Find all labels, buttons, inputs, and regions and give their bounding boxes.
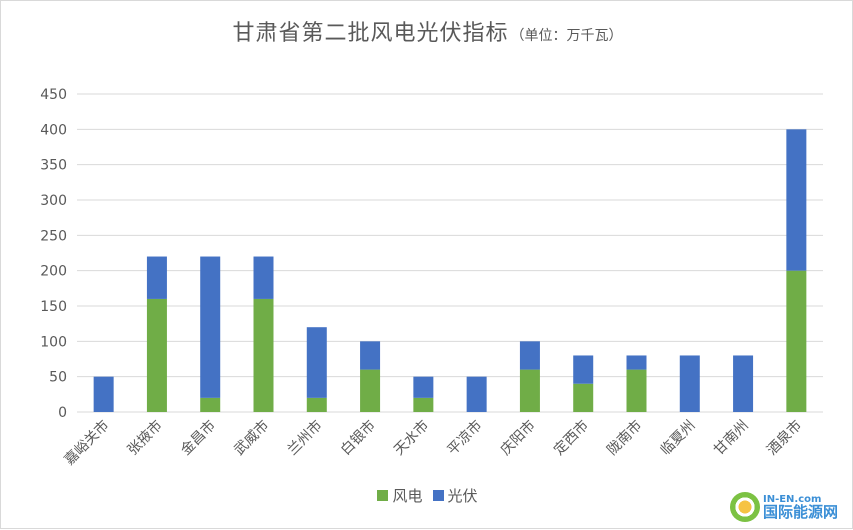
y-tick-label-150: 150 bbox=[40, 299, 67, 315]
watermark-logo: IN-EN.com 国际能源网 bbox=[729, 492, 838, 522]
y-tick-label-50: 50 bbox=[49, 370, 67, 386]
bar-wind-5 bbox=[360, 369, 381, 412]
bar-wind-13 bbox=[786, 270, 807, 412]
legend: 风电 光伏 bbox=[1, 485, 853, 506]
bar-wind-8 bbox=[519, 369, 540, 412]
x-tick-label-8: 庆阳市 bbox=[497, 417, 539, 459]
y-tick-label-450: 450 bbox=[40, 87, 67, 103]
logo-text: IN-EN.com 国际能源网 bbox=[762, 493, 838, 521]
bar-solar-8 bbox=[519, 341, 540, 370]
bar-solar-3 bbox=[253, 256, 274, 299]
x-tick-label-6: 天水市 bbox=[390, 417, 432, 459]
x-tick-label-1: 张掖市 bbox=[124, 417, 166, 459]
bar-solar-13 bbox=[786, 129, 807, 271]
bar-solar-11 bbox=[679, 355, 700, 412]
x-tick-label-3: 武威市 bbox=[231, 417, 273, 459]
x-tick-label-0: 嘉峪关市 bbox=[61, 417, 113, 469]
bar-solar-2 bbox=[200, 256, 221, 398]
bar-solar-6 bbox=[413, 376, 434, 398]
x-tick-label-13: 酒泉市 bbox=[763, 417, 805, 459]
logo-text-en: IN-EN.com bbox=[762, 493, 822, 505]
x-tick-label-7: 平凉市 bbox=[444, 417, 486, 459]
y-tick-label-300: 300 bbox=[40, 193, 67, 209]
bar-wind-2 bbox=[200, 397, 221, 412]
bar-wind-10 bbox=[626, 369, 647, 412]
logo-text-cn: 国际能源网 bbox=[762, 502, 838, 521]
sun-logo-icon bbox=[729, 492, 760, 522]
x-tick-label-2: 金昌市 bbox=[177, 417, 219, 459]
legend-item-wind: 风电 bbox=[377, 485, 423, 506]
legend-swatch-wind bbox=[377, 490, 389, 501]
x-tick-label-12: 甘南州 bbox=[711, 418, 752, 459]
bar-solar-0 bbox=[93, 376, 114, 412]
x-tick-label-10: 陇南市 bbox=[604, 417, 646, 459]
bar-wind-3 bbox=[253, 298, 274, 412]
bar-solar-5 bbox=[360, 341, 381, 370]
y-tick-label-100: 100 bbox=[40, 334, 67, 350]
legend-label-wind: 风电 bbox=[392, 487, 423, 505]
y-tick-label-200: 200 bbox=[40, 264, 67, 280]
bar-wind-4 bbox=[306, 397, 327, 412]
chart-subtitle: （单位：万千瓦） bbox=[510, 28, 623, 44]
y-tick-label-250: 250 bbox=[40, 228, 67, 244]
x-tick-label-9: 定西市 bbox=[550, 417, 592, 459]
y-tick-label-350: 350 bbox=[40, 158, 67, 174]
bar-wind-1 bbox=[146, 298, 167, 412]
chart-title-block: 甘肃省第二批风电光伏指标 （单位：万千瓦） bbox=[1, 15, 853, 47]
bar-wind-9 bbox=[573, 383, 594, 412]
x-tick-label-5: 白银市 bbox=[337, 417, 379, 459]
y-tick-label-0: 0 bbox=[58, 405, 67, 421]
legend-item-solar: 光伏 bbox=[432, 485, 478, 506]
x-tick-label-11: 临夏州 bbox=[658, 418, 699, 459]
bar-solar-1 bbox=[146, 256, 167, 299]
chart-title: 甘肃省第二批风电光伏指标 bbox=[232, 21, 509, 46]
bar-solar-4 bbox=[306, 327, 327, 398]
y-tick-label-400: 400 bbox=[40, 122, 67, 138]
bar-solar-7 bbox=[466, 376, 487, 412]
legend-label-solar: 光伏 bbox=[447, 487, 478, 505]
bar-wind-6 bbox=[413, 397, 434, 412]
bar-solar-12 bbox=[733, 355, 754, 412]
bar-solar-10 bbox=[626, 355, 647, 370]
legend-swatch-solar bbox=[432, 490, 444, 501]
bar-solar-9 bbox=[573, 355, 594, 384]
x-tick-label-4: 兰州市 bbox=[284, 417, 326, 459]
